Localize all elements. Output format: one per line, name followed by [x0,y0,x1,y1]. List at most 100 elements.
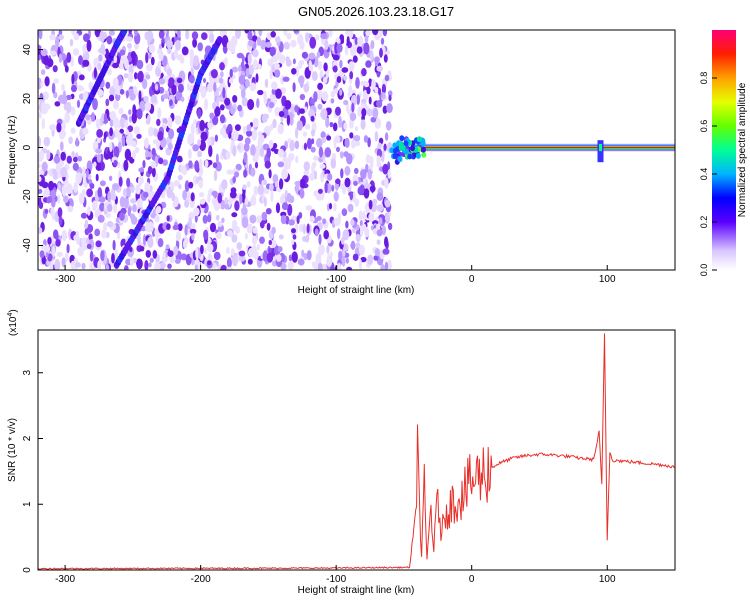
noise-speck [374,248,380,257]
noise-speck [268,139,274,149]
noise-speck [86,224,94,233]
noise-speck [191,31,199,40]
noise-speck [322,218,327,225]
carrier-onset [421,151,427,158]
noise-speck [376,204,384,212]
snr-multiplier: (x104) [7,309,19,336]
noise-speck [330,157,337,169]
noise-speck [214,134,218,142]
spectrogram-y-tick-label: 20 [22,93,33,105]
noise-speck [203,229,209,240]
noise-speck [243,142,250,152]
snr-x-ticks: -300 -200 -100 0 100 [55,565,616,585]
noise-speck [252,49,259,58]
noise-speck [158,157,164,165]
noise-speck [142,160,146,169]
noise-speck [322,76,328,84]
noise-speck [369,50,374,61]
spectrogram-y-tick-label: 0 [22,144,33,150]
noise-speck [129,92,136,101]
noise-speck [220,71,224,78]
noise-speck [192,144,200,152]
noise-speck [349,61,354,71]
noise-speck [236,144,241,150]
noise-speck [354,126,359,132]
noise-speck [313,190,319,197]
noise-speck [168,77,175,86]
noise-speck [255,73,259,83]
noise-speck [291,68,297,75]
noise-speck [221,35,229,48]
noise-speck [265,208,272,215]
snr-x-tick-label: 0 [469,574,475,585]
noise-speck [310,115,315,122]
noise-speck [108,175,113,181]
carrier-onset [407,153,413,160]
noise-speck [77,155,83,162]
noise-speck [328,107,332,115]
noise-speck [147,221,154,233]
noise-speck [94,209,100,218]
noise-speck [219,104,225,111]
noise-speck [207,137,212,149]
noise-speck [136,59,144,70]
noise-speck [254,161,259,169]
noise-speck [203,78,206,83]
noise-speck [180,96,185,102]
noise-speck [277,161,285,168]
noise-speck [134,42,139,50]
noise-speck [306,223,310,234]
noise-speck [272,54,277,62]
noise-speck [361,108,367,117]
noise-speck [372,198,378,205]
noise-speck [335,106,341,116]
noise-speck [366,154,370,164]
noise-speck [368,212,375,222]
noise-speck [127,125,134,132]
noise-speck [169,99,173,107]
noise-speck [287,138,292,144]
noise-speck [242,125,247,135]
noise-speck [278,178,284,190]
noise-speck [271,81,278,90]
noise-speck [376,71,381,78]
noise-speck [69,38,74,47]
noise-speck [109,127,113,137]
noise-speck [344,177,351,188]
noise-speck [249,214,257,224]
noise-speck [343,75,348,81]
noise-speck [350,218,355,226]
noise-speck [252,226,258,234]
noise-speck [128,30,132,35]
noise-speck [224,97,231,106]
noise-speck [46,260,51,266]
noise-speck [167,116,173,129]
noise-speck [283,30,288,36]
noise-speck [124,148,132,161]
noise-speck [352,227,356,234]
noise-speck [212,102,217,110]
noise-speck [86,188,93,198]
spectrogram-y-tick-label: 40 [22,44,33,56]
noise-speck [72,156,78,163]
noise-speck [82,127,89,135]
noise-speck [283,162,291,170]
noise-speck [364,35,369,43]
noise-speck [180,165,187,174]
noise-speck [304,106,308,113]
noise-speck [105,212,111,218]
noise-speck [137,70,144,83]
noise-speck [341,255,346,267]
noise-speck [43,136,51,147]
noise-speck [192,38,198,48]
noise-speck [350,240,356,250]
noise-speck [202,214,208,224]
noise-speck [43,187,50,198]
noise-speck [219,30,225,37]
noise-speck [333,202,337,212]
noise-speck [194,160,200,172]
noise-speck [138,90,142,103]
noise-speck [94,228,101,237]
noise-speck [352,55,358,63]
noise-speck [318,233,322,245]
